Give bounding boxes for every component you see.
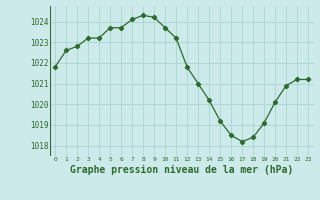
X-axis label: Graphe pression niveau de la mer (hPa): Graphe pression niveau de la mer (hPa) (70, 165, 293, 175)
